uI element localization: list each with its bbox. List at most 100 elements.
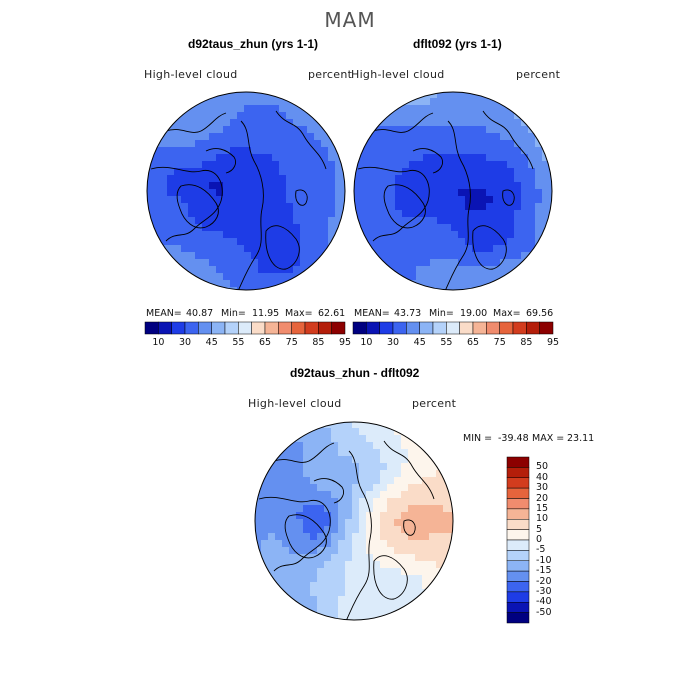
panel-2-coast-1 (383, 184, 426, 229)
panel-3-min-label: MIN = (463, 433, 493, 444)
panel-3-colorbar-swatch (506, 519, 530, 530)
panel-3-colorbar-tick-label: -15 (536, 565, 552, 577)
panel-1-coast-6 (295, 189, 308, 206)
panel-2-border (353, 91, 553, 291)
panel-2-colorbar-tick-label: 65 (467, 337, 480, 348)
panel-2-colorbar-swatch (526, 321, 540, 335)
panel-1-colorbar-tick-label: 10 (152, 337, 165, 348)
panel-1-mean-label: MEAN= (146, 308, 182, 319)
panel-1-colorbar-swatch (224, 321, 239, 335)
panel-3-colorbar-tick-label: -30 (536, 585, 552, 597)
panel-1-coast-0 (150, 166, 223, 242)
panel-3-title: d92taus_zhun - dflt092 (290, 366, 420, 380)
panel-1-max-value: 62.61 (318, 308, 346, 319)
panel-3-colorbar-tick-label: 0 (536, 534, 543, 545)
panel-3-coast-6 (403, 519, 416, 536)
panel-1-coast-7 (165, 112, 227, 133)
figure-title: MAM (324, 8, 376, 32)
panel-1-coast-1 (176, 184, 219, 229)
panel-2-coast-4 (472, 225, 507, 270)
panel-2-colorbar-swatch (379, 321, 394, 335)
panel-2-colorbar-swatch (486, 321, 500, 335)
panel-2-colorbar-swatch (419, 321, 434, 335)
panel-2-max-label: Max= (493, 308, 521, 319)
panel-3-units: percent (412, 397, 457, 410)
panel-2-colorbar-swatch (392, 321, 407, 335)
panel-2-map (353, 91, 553, 291)
panel-3-colorbar-tick-label: 30 (536, 482, 549, 494)
panel-2-colorbar (352, 321, 554, 335)
panel-3-colorbar-swatch (506, 591, 530, 603)
panel-3-colorbar-swatch (506, 570, 530, 582)
panel-1-coast-5 (205, 148, 237, 174)
panel-1-colorbar-swatch (304, 321, 319, 335)
panel-3-colorbar-swatch (506, 529, 530, 541)
panel-2-colorbar-swatch (472, 321, 487, 335)
panel-3-colorbar-swatch (506, 508, 530, 520)
panel-1-colorbar-swatch (278, 321, 292, 335)
panel-1-colorbar-tick-label: 85 (312, 337, 325, 348)
panel-1-colorbar-swatch (158, 321, 172, 335)
panel-3-colorbar-tick-label: 50 (536, 461, 549, 473)
panel-2-colorbar-tick-label: 45 (413, 337, 426, 348)
panel-3-variable: High-level cloud (248, 397, 342, 410)
panel-2-variable: High-level cloud (351, 68, 445, 81)
panel-1-units: percent (308, 68, 353, 81)
panel-1-colorbar (144, 321, 346, 335)
panel-3-colorbar-swatch (506, 477, 530, 489)
panel-3-coast-2 (345, 450, 372, 620)
panel-1-colorbar-tick-label: 45 (205, 337, 218, 348)
panel-1-colorbar-swatch (211, 321, 226, 335)
panel-3-coast-3 (383, 440, 435, 500)
panel-1-colorbar-tick-label: 75 (285, 337, 298, 348)
panel-2-colorbar-tick-label: 95 (547, 337, 560, 348)
panel-3-colorbar-tick-label: 10 (536, 513, 549, 525)
panel-3-min-value: -39.48 (498, 433, 529, 444)
panel-1-colorbar-tick-label: 55 (232, 337, 245, 348)
panel-3-colorbar-swatch (506, 602, 530, 613)
panel-2-mean-value: 43.73 (394, 308, 422, 319)
panel-1-map (146, 91, 346, 291)
panel-1-colorbar-swatch (198, 321, 212, 335)
panel-2-colorbar-tick-label: 85 (520, 337, 533, 348)
panel-3-max-label: MAX = (532, 433, 565, 444)
panel-2-colorbar-swatch (432, 321, 447, 335)
panel-1-min-label: Min= (221, 308, 246, 319)
panel-3-coast-0 (258, 496, 331, 572)
panel-2-mean-label: MEAN= (354, 308, 390, 319)
panel-2-coast-7 (372, 112, 434, 133)
panel-2-field (354, 92, 552, 290)
panel-3-colorbar-swatch (506, 560, 530, 572)
panel-3-colorbar-swatch (506, 539, 530, 551)
panel-1-mean-value: 40.87 (186, 308, 214, 319)
panel-2-coast-3 (482, 110, 534, 170)
panel-3-colorbar-tick-label: -50 (536, 606, 552, 618)
panel-1-colorbar-swatch (291, 321, 306, 335)
panel-1-colorbar-swatch (144, 321, 159, 335)
panel-1-field (147, 92, 345, 290)
panel-1-max-label: Max= (285, 308, 313, 319)
panel-1-colorbar-swatch (331, 321, 346, 335)
panel-1-coast-2 (237, 120, 264, 290)
panel-1-colorbar-tick-label: 65 (259, 337, 272, 348)
panel-3-colorbar-tick-label: -10 (536, 554, 552, 566)
panel-3-field (255, 422, 453, 620)
panel-3-coastlines (258, 440, 435, 620)
panel-2-colorbar-tick-label: 10 (360, 337, 373, 348)
panel-2-title: dflt092 (yrs 1-1) (413, 37, 502, 51)
panel-2-colorbar-tick-label: 30 (387, 337, 400, 348)
panel-2-coastlines (357, 110, 534, 290)
panel-3-colorbar-swatch (506, 487, 530, 499)
panel-2-colorbar-tick-label: 75 (493, 337, 506, 348)
panel-3-coast-4 (373, 555, 408, 600)
panel-3-map (254, 421, 454, 621)
panel-1-coastlines (150, 110, 327, 290)
panel-3-colorbar-tick-label: -40 (536, 596, 552, 608)
panel-3-colorbar-tick-label: -5 (536, 544, 546, 556)
panel-2-colorbar-swatch (512, 321, 527, 335)
panel-2-coast-0 (357, 166, 430, 242)
panel-1-coast-4 (265, 225, 300, 270)
panel-3-colorbar-swatch (506, 498, 530, 510)
panel-2-colorbar-swatch (539, 321, 554, 335)
panel-1-colorbar-swatch (238, 321, 252, 335)
